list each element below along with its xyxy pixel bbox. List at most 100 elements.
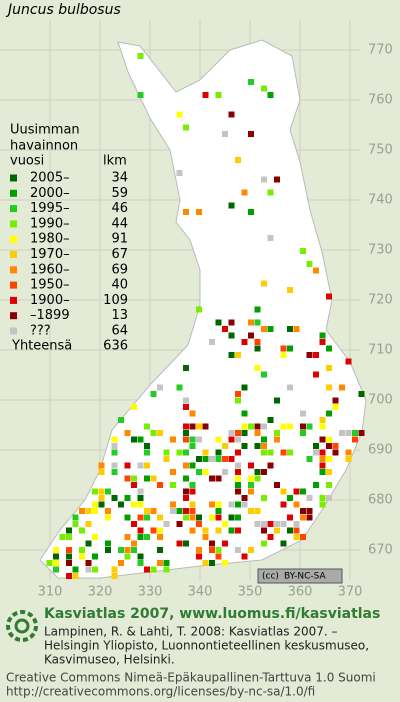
legend-swatch [10,251,17,258]
record-square [235,469,241,475]
record-square [98,469,105,475]
x-axis-label: 320 [88,585,113,600]
record-square [306,261,313,267]
record-square [261,527,267,534]
record-square [261,176,267,183]
record-square [332,449,339,456]
record-square [105,514,111,521]
record-square [241,423,248,430]
record-square [274,436,280,443]
record-square [176,170,183,176]
record-square [150,475,157,482]
badge-license: BY-NC-SA [284,572,327,582]
record-square [157,430,163,436]
record-square [137,553,144,560]
record-square [183,404,189,410]
record-square [254,365,261,371]
record-square [183,540,189,547]
record-square [254,475,261,482]
record-square [137,92,144,98]
record-square [267,235,274,241]
record-square [202,560,209,566]
legend-heading: havainnon [10,139,78,154]
record-square [300,514,306,521]
record-square [176,111,183,118]
record-square [254,469,261,475]
record-square [248,332,254,339]
y-axis-label: 760 [368,93,393,108]
record-square [85,521,92,527]
record-square [92,553,98,560]
record-square [105,488,111,495]
record-square [137,436,144,443]
record-square [339,384,345,391]
record-square [170,436,176,443]
logo-ring [6,610,38,642]
record-square [326,436,332,443]
record-square [85,566,92,573]
record-square [248,319,254,326]
record-square [293,527,300,534]
record-square [170,501,176,508]
record-square [235,547,241,553]
record-square [79,527,85,534]
y-axis-label: 690 [368,443,393,458]
legend-swatch [10,189,17,197]
logo [6,610,38,642]
record-square [235,527,241,534]
record-square [215,456,222,462]
record-square [53,547,59,553]
record-square [345,430,352,436]
record-square [267,462,274,469]
legend-count: 40 [111,278,128,293]
badge-box [257,568,343,584]
record-square [131,475,137,482]
record-square [183,449,189,456]
record-square [319,332,326,339]
record-square [313,267,319,274]
badge-cc: (cc) [262,572,279,582]
license-url: http://creativecommons.org/licenses/by-n… [6,685,315,699]
record-square [228,111,235,118]
x-axis-label: 350 [238,585,263,600]
record-square [196,423,202,430]
record-square [222,456,228,462]
record-square [241,495,248,501]
record-square [248,79,254,85]
record-square [352,430,358,436]
legend-swatch [10,312,17,320]
record-square [202,527,209,534]
record-square [235,391,241,397]
record-square [293,501,300,508]
record-square [319,417,326,423]
record-square [287,495,293,501]
record-square [111,443,118,449]
x-axis-label: 330 [138,585,163,600]
record-square [306,495,313,501]
record-square [235,430,241,436]
legend-swatch [10,266,17,274]
record-square [66,547,72,553]
legend-swatch [10,296,17,304]
record-square [280,345,287,352]
record-square [66,534,72,540]
record-square [196,553,202,560]
record-square [261,521,267,527]
record-square [300,423,306,430]
record-square [209,560,215,566]
record-square [241,430,248,436]
record-square [267,534,274,540]
record-square [280,521,287,527]
record-square [215,527,222,534]
record-square [85,560,92,566]
record-square [150,566,157,573]
record-square [215,436,222,443]
record-square [157,514,163,521]
record-square [274,521,280,527]
record-square [189,527,196,534]
legend-label: 1990– [30,216,70,231]
record-square [313,443,319,449]
record-square [345,358,352,365]
legend-label: 1995– [30,201,70,216]
